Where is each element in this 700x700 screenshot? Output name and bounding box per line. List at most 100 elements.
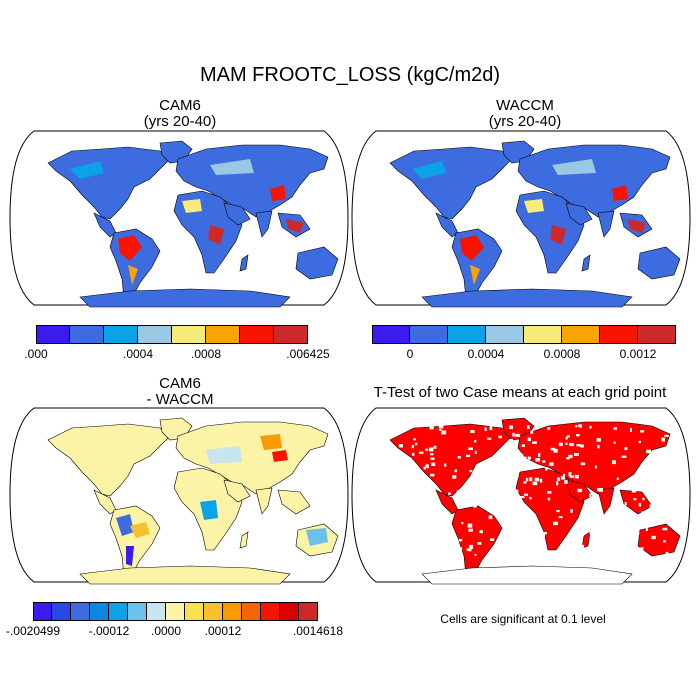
- colorbar-label: 0.0012: [619, 347, 657, 361]
- insignificant-cell: [646, 449, 651, 454]
- insignificant-cell: [516, 495, 519, 500]
- insignificant-cell: [531, 515, 536, 520]
- insignificant-cell: [404, 526, 410, 529]
- map-panel-ttest: [351, 407, 691, 585]
- colorbar-box: [206, 325, 240, 344]
- insignificant-cell: [503, 460, 506, 464]
- value-patch: [182, 199, 202, 213]
- colorbar-box: [223, 602, 242, 621]
- insignificant-cell: [483, 490, 487, 494]
- insignificant-cell: [527, 456, 531, 460]
- colorbar-box: [299, 602, 318, 621]
- insignificant-cell: [429, 425, 434, 430]
- insignificant-cell: [523, 481, 527, 484]
- panel-title-line1: CAM6: [159, 375, 201, 392]
- colorbar-box: [71, 602, 90, 621]
- insignificant-cell: [512, 515, 517, 518]
- insignificant-cell: [657, 424, 661, 427]
- insignificant-cell: [528, 477, 533, 482]
- insignificant-cell: [515, 433, 521, 437]
- insignificant-cell: [455, 546, 459, 550]
- insignificant-cell: [564, 480, 568, 484]
- landmass-australia: [637, 246, 681, 280]
- insignificant-cell: [462, 485, 466, 489]
- insignificant-cell: [469, 544, 474, 549]
- insignificant-cell: [590, 511, 594, 516]
- landmass-central-america: [93, 212, 117, 238]
- panel-title-waccm: WACCM (yrs 20-40): [415, 98, 635, 130]
- colorbar-label: -.00012: [88, 624, 130, 638]
- landmass-madagascar: [581, 531, 591, 549]
- insignificant-cell: [576, 433, 580, 437]
- insignificant-cell: [413, 538, 416, 541]
- insignificant-cell: [553, 448, 558, 453]
- insignificant-cell: [393, 551, 397, 554]
- insignificant-cell: [503, 459, 508, 462]
- insignificant-cell: [487, 437, 492, 440]
- insignificant-cell: [457, 456, 461, 459]
- panel-title-cam6: CAM6 (yrs 20-40): [70, 98, 290, 130]
- colorbar-box: [638, 325, 676, 344]
- insignificant-cell: [431, 462, 436, 467]
- insignificant-cell: [430, 457, 435, 460]
- colorbar-box: [204, 602, 223, 621]
- value-patch: [126, 546, 134, 566]
- colorbar-box: [410, 325, 448, 344]
- landmass-eurasia: [517, 421, 671, 495]
- insignificant-cell: [569, 475, 574, 478]
- insignificant-cell: [500, 456, 504, 461]
- colorbar-label: .0000: [150, 624, 182, 638]
- insignificant-cell: [509, 438, 514, 443]
- insignificant-cell: [547, 497, 551, 501]
- insignificant-cell: [419, 451, 424, 454]
- insignificant-cell: [514, 532, 519, 536]
- insignificant-cell: [470, 430, 475, 434]
- insignificant-cell: [666, 484, 669, 488]
- landmass-eurasia: [175, 421, 329, 495]
- insignificant-cell: [459, 491, 464, 495]
- insignificant-cell: [597, 545, 600, 549]
- insignificant-cell: [395, 468, 400, 471]
- colorbar-box: [104, 325, 138, 344]
- insignificant-cell: [661, 503, 665, 506]
- insignificant-cell: [439, 428, 442, 431]
- insignificant-cell: [566, 457, 570, 460]
- colorbar-box: [109, 602, 128, 621]
- insignificant-cell: [566, 435, 570, 438]
- insignificant-cell: [624, 447, 628, 451]
- insignificant-cell: [525, 518, 529, 523]
- insignificant-cell: [413, 438, 416, 441]
- colorbar-label: .000: [24, 347, 48, 361]
- insignificant-cell: [439, 524, 445, 528]
- colorbar-label: .0008: [190, 347, 222, 361]
- colorbar-box: [128, 602, 147, 621]
- insignificant-cell: [430, 453, 434, 456]
- insignificant-cell: [489, 426, 493, 431]
- value-patch: [412, 161, 446, 179]
- panel-title-diff: CAM6 - WACCM: [70, 376, 290, 408]
- colorbar-box: [166, 602, 185, 621]
- colorbar-box: [562, 325, 600, 344]
- insignificant-cell: [606, 510, 611, 514]
- landmass-central-america: [435, 212, 459, 238]
- landmass-se-asia: [619, 489, 653, 515]
- insignificant-cell: [411, 444, 415, 449]
- insignificant-cell: [425, 533, 430, 538]
- insignificant-cell: [435, 501, 438, 504]
- insignificant-cell: [517, 536, 522, 539]
- insignificant-cell: [423, 466, 426, 470]
- insignificant-cell: [664, 447, 668, 450]
- insignificant-cell: [520, 453, 524, 457]
- insignificant-cell: [663, 540, 666, 543]
- colorbar-label: .006425: [286, 347, 330, 361]
- insignificant-cell: [512, 543, 515, 547]
- insignificant-cell: [509, 425, 513, 430]
- insignificant-cell: [664, 434, 669, 437]
- insignificant-cell: [525, 530, 530, 535]
- colorbar-box: [36, 325, 70, 344]
- figure-title: MAM FROOTC_LOSS (kgC/m2d): [199, 64, 501, 86]
- colorbar-waccm: 0 0.0004 0.0008 0.0012: [372, 325, 676, 361]
- colorbar-box: [372, 325, 410, 344]
- value-patch: [260, 434, 282, 450]
- insignificant-cell: [545, 466, 548, 471]
